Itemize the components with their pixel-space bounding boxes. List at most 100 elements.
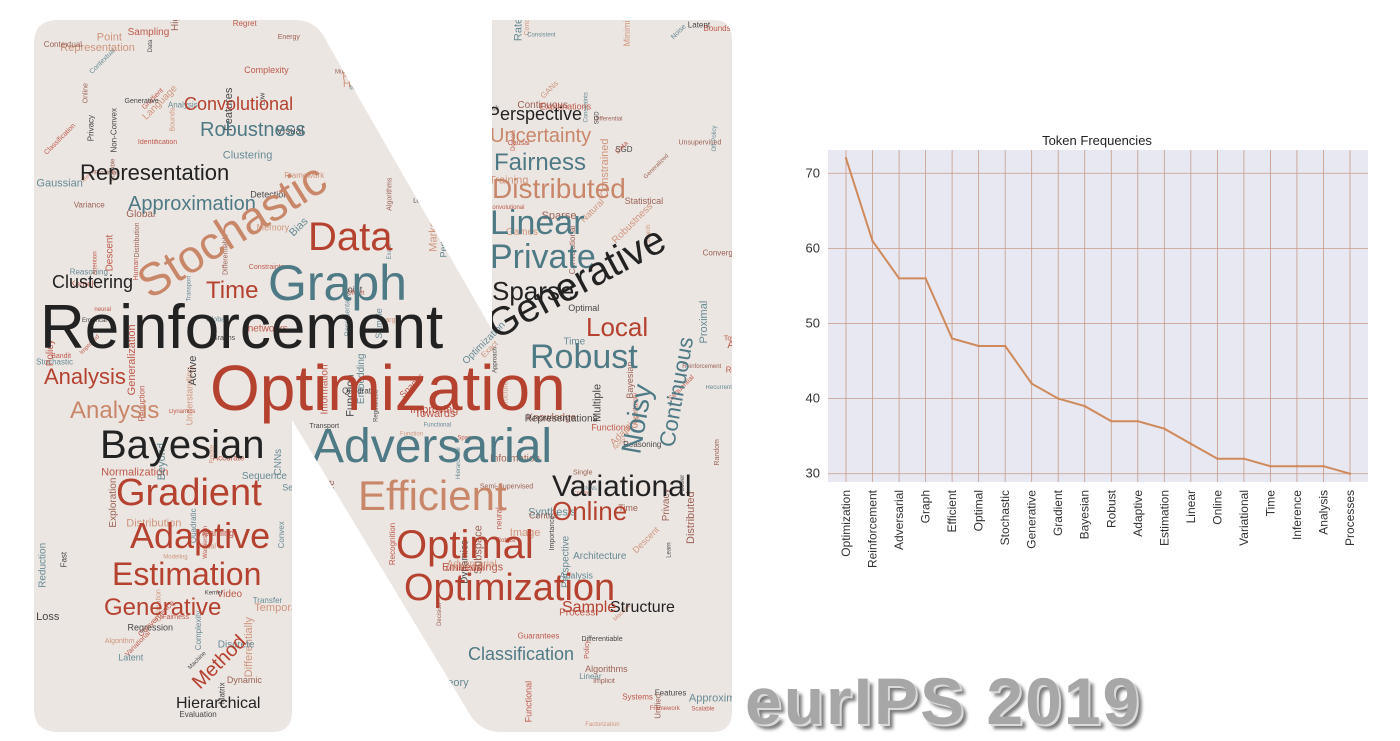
data-point (1269, 465, 1272, 468)
data-point (897, 277, 901, 280)
chart-title: Token Frequencies (1042, 133, 1152, 148)
cloud-word-time: Time (206, 277, 258, 304)
cloud-word: Unsupervised (679, 139, 722, 146)
cloud-word: neural (495, 507, 504, 529)
cloud-word: Dynamics (169, 409, 195, 415)
data-point (1110, 419, 1113, 423)
cloud-word-implicit: Structure (610, 599, 675, 616)
cloud-word: Discrete (218, 639, 255, 650)
cloud-word-training: Optimization (404, 567, 615, 609)
cloud-word-algorithms: Analysis (44, 364, 126, 389)
cloud-word: Human (133, 258, 140, 281)
cloud-word: Object (347, 290, 365, 296)
cloud-word: Games (506, 227, 538, 238)
data-point (1163, 427, 1166, 430)
cloud-word: Process (559, 608, 595, 619)
cloud-word: CNNs (581, 486, 597, 492)
cloud-word-convolutional: Convolutional (184, 94, 293, 114)
cloud-word: Explanations (540, 102, 592, 112)
cloud-word: Efficient (302, 582, 327, 589)
cloud-word: Differentiable (222, 234, 229, 275)
cloud-word: Reasoning (623, 440, 661, 449)
cloud-word: Transport (186, 276, 192, 302)
cloud-word: Memory (257, 223, 290, 233)
cloud-word: Generation (384, 610, 396, 664)
cloud-word: Causal (313, 596, 347, 608)
cloud-word: Markov (428, 215, 440, 252)
cloud-word: Statistical (625, 196, 664, 206)
cloud-word: Bandit (51, 353, 71, 360)
cloud-word: Complexity (244, 65, 289, 75)
cloud-word: Non-Convex (109, 108, 118, 152)
plot-area (828, 150, 1368, 482)
cloud-word-optimization: Optimization (210, 352, 566, 424)
cloud-word: Perturbations (439, 203, 449, 257)
cloud-word: Sampling (128, 27, 170, 38)
cloud-word: Estimation (155, 589, 162, 622)
cloud-word: Decision (437, 603, 443, 626)
cloud-word: Subspace (389, 73, 438, 85)
cloud-word-framework: Approximation (128, 193, 256, 215)
cloud-word-hierarchical: Hierarchical (176, 695, 260, 712)
x-tick-label: Analysis (1316, 490, 1330, 535)
cloud-word: Bayesian (625, 362, 635, 399)
token-frequency-line (845, 157, 1351, 475)
y-axis: 30 40 50 60 70 (806, 165, 820, 480)
cloud-word: Distributed (685, 491, 697, 544)
cloud-word: Spaces (457, 436, 477, 442)
cloud-word: Features (655, 688, 687, 697)
x-tick-label: Estimation (1157, 490, 1171, 546)
cloud-word: Convergence (703, 248, 740, 257)
cloud-word: Differentially (243, 616, 255, 677)
data-point (1030, 382, 1033, 385)
cloud-word-adaptive: Adaptive (130, 515, 270, 556)
cloud-word: Quadratic (189, 508, 198, 543)
cloud-word: Semi-Supervised (480, 483, 533, 490)
cloud-word: Factorization (585, 722, 619, 728)
cloud-word: Recurrent (706, 385, 733, 391)
cloud-word: Dynamic (227, 675, 263, 685)
cloud-word-linear: Linear (490, 204, 585, 242)
cloud-word: Algorithm (105, 638, 135, 645)
cloud-word-estimation: Estimation (112, 556, 261, 592)
cloud-word: Policy (584, 640, 591, 659)
cloud-word: Normalization (101, 467, 168, 479)
cloud-word: Function (400, 432, 423, 438)
cloud-word: Functional (424, 422, 452, 428)
cloud-word: Distribution (134, 222, 141, 257)
cloud-word: Dynamics (460, 540, 471, 584)
x-tick-label: Inference (1290, 490, 1304, 540)
cloud-word: Large (382, 317, 400, 324)
data-point (950, 337, 954, 340)
cloud-word: Representation (60, 42, 135, 54)
cloud-word: Framework (284, 171, 325, 180)
cloud-word-bandit: Private (490, 238, 596, 276)
x-tick-label: Linear (1184, 490, 1198, 523)
cloud-word: Approach (493, 347, 499, 373)
cloud-word: Autoencoders (312, 635, 374, 646)
cloud-word: Unified (654, 694, 663, 719)
cloud-word: Recognition (388, 523, 397, 565)
cloud-word: Analysis (559, 570, 593, 580)
cloud-word-efficient: Efficient (358, 472, 507, 519)
y-tick-label: 50 (806, 316, 820, 331)
cloud-word-structure: Sample (562, 599, 616, 616)
cloud-word: Theory (434, 677, 469, 689)
cloud-word: neural (94, 307, 111, 313)
cloud-word-bayesian: Bayesian (100, 423, 265, 467)
cloud-word: Bounds (170, 107, 177, 131)
cloud-word: Low (259, 92, 266, 106)
cloud-word: Clustering (369, 35, 378, 71)
cloud-word: Proximal (698, 301, 710, 344)
x-tick-label: Generative (1025, 490, 1039, 549)
cloud-word: Regularized (373, 390, 379, 422)
cloud-word: Single (573, 469, 593, 476)
cloud-word-fast: Sparse (492, 276, 574, 306)
data-point (1057, 397, 1060, 400)
cloud-word: Local (413, 198, 427, 204)
cloud-word: Towards (724, 336, 740, 343)
cloud-word: Attention (93, 251, 99, 275)
cloud-word: Sparse (542, 210, 577, 222)
cloud-word: Quadratic (342, 387, 377, 396)
cloud-word: SGD (615, 145, 633, 154)
